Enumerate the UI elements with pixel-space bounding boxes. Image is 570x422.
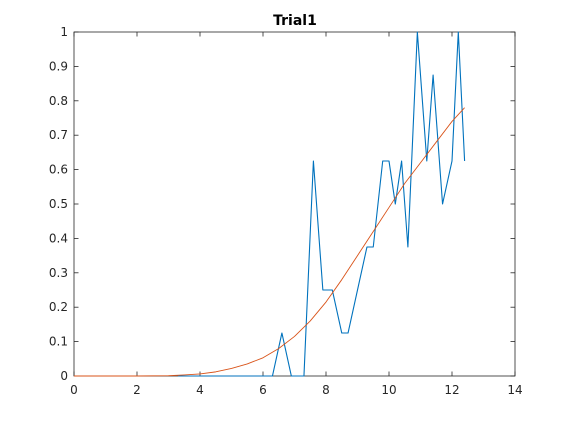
x-tick-label: 6 <box>259 383 267 397</box>
y-tick-label: 0.6 <box>49 163 68 177</box>
x-tick-label: 10 <box>381 383 396 397</box>
x-tick-label: 8 <box>322 383 330 397</box>
y-tick-label: 0.3 <box>49 266 68 280</box>
axes-box <box>73 31 516 377</box>
y-tick-label: 0.9 <box>49 59 68 73</box>
y-tick-label: 0.7 <box>49 128 68 142</box>
x-tick-label: 14 <box>507 383 522 397</box>
x-tick-label: 0 <box>70 383 78 397</box>
y-tick-label: 0 <box>60 369 68 383</box>
y-tick-label: 1 <box>60 25 68 39</box>
chart-title: Trial1 <box>273 13 317 29</box>
y-tick-label: 0.4 <box>49 231 68 245</box>
y-tick-label: 0.8 <box>49 94 68 108</box>
plot-area: 0 2 4 6 8 10 12 14 0 0.1 0.2 0.3 0.4 0.5 0.6 0.7 0.8 0.9 1 <box>49 25 523 397</box>
y-tick-label: 0.5 <box>49 197 68 211</box>
x-tick-label: 12 <box>444 383 459 397</box>
x-tick-label: 2 <box>133 383 141 397</box>
x-tick-label: 4 <box>196 383 204 397</box>
y-tick-label: 0.1 <box>49 335 68 349</box>
series-line-observed <box>177 31 466 377</box>
y-tick-label: 0.2 <box>49 300 68 314</box>
series-line-fit <box>74 107 465 377</box>
